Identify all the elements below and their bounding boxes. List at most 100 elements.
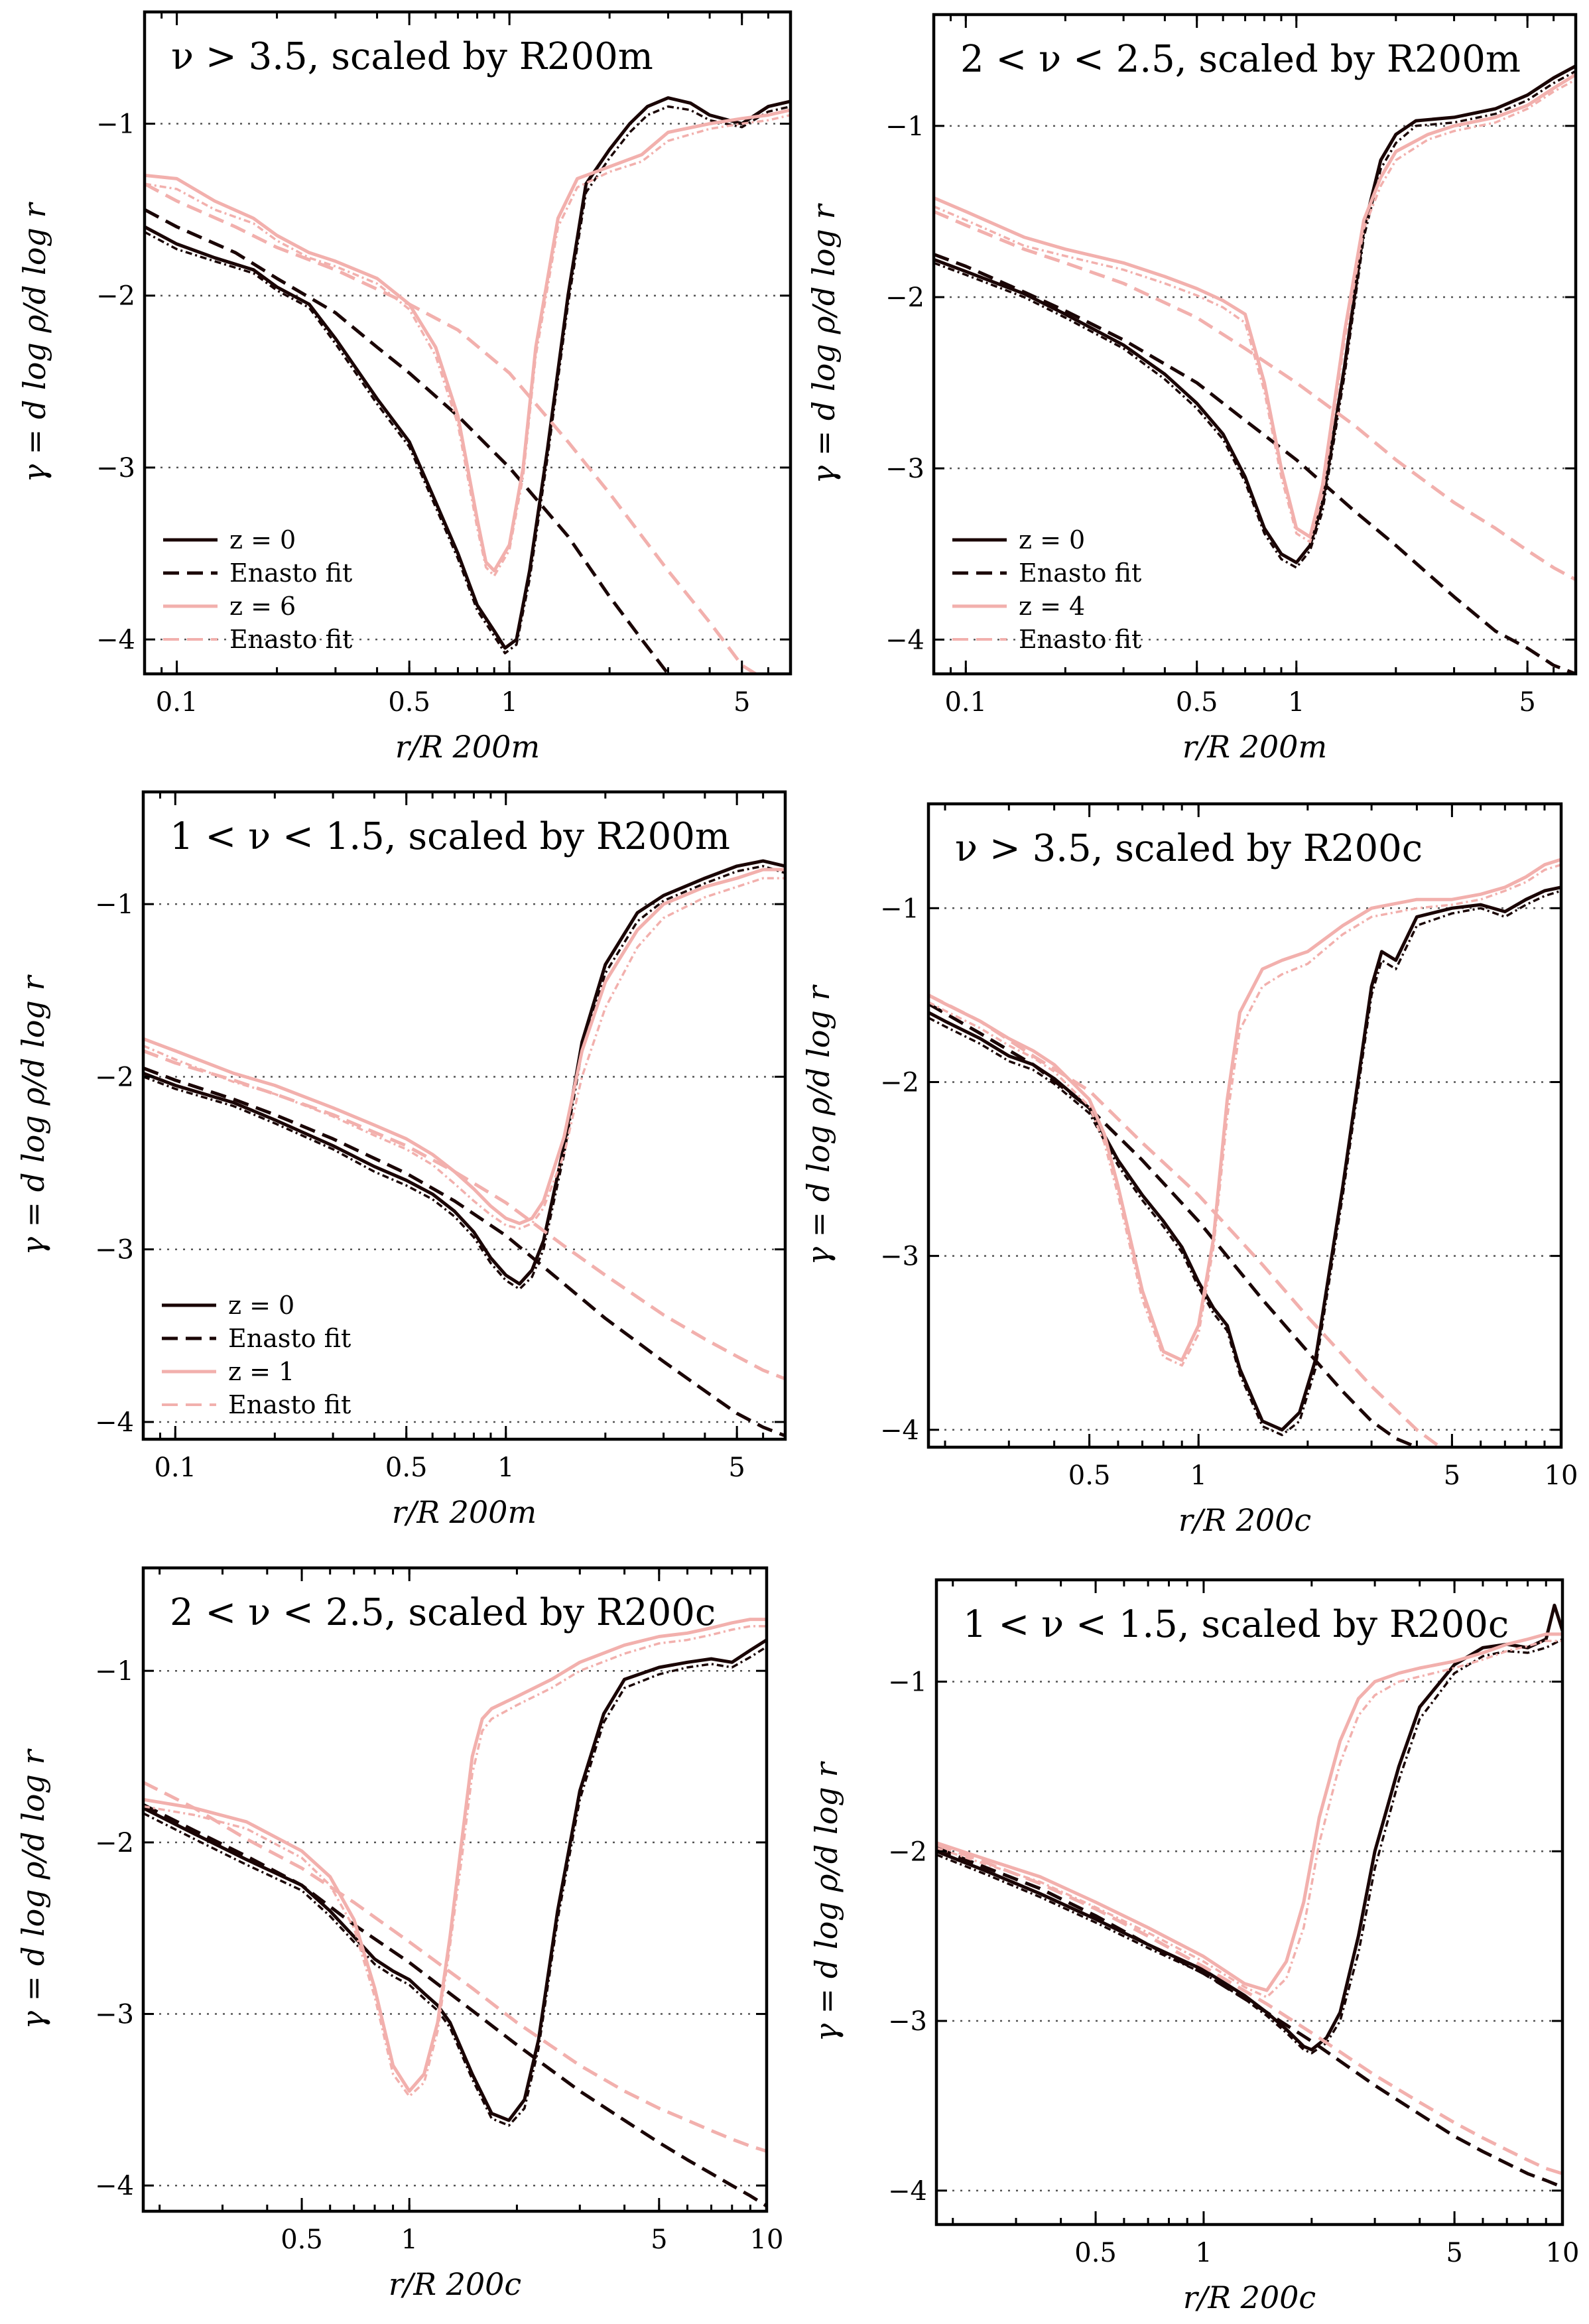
series-line-5 xyxy=(934,78,1576,543)
panel-title: 1 < ν < 1.5, scaled by R200m xyxy=(170,815,730,858)
x-tick-label: 5 xyxy=(651,2225,667,2255)
legend-label-2: Enasto fit xyxy=(1019,558,1141,588)
series-line-5 xyxy=(928,864,1561,1367)
x-tick-label: 0.1 xyxy=(944,687,987,718)
y-tick-label: −1 xyxy=(95,1656,134,1687)
legend-label-1: z = 0 xyxy=(228,1291,294,1320)
y-tick-label: −1 xyxy=(885,111,924,142)
x-tick-label: 10 xyxy=(1546,2238,1580,2268)
x-tick-label: 5 xyxy=(1519,687,1535,718)
plot-frame xyxy=(143,10,793,676)
series-line-3 xyxy=(143,1803,767,2208)
legend-label-4: Enasto fit xyxy=(228,1390,351,1419)
x-tick-label: 1 xyxy=(1190,1460,1206,1491)
y-tick-label: −4 xyxy=(96,625,135,655)
series-line-4 xyxy=(934,73,1576,539)
legend-label-1: z = 0 xyxy=(1019,525,1085,554)
y-tick-label: −4 xyxy=(888,2176,927,2207)
x-tick-label: 0.1 xyxy=(156,687,198,718)
series-line-6 xyxy=(928,994,1443,1447)
series-line-2 xyxy=(143,1646,767,2127)
y-tick-label: −2 xyxy=(95,1062,134,1092)
x-tick-label: 0.5 xyxy=(385,1452,428,1483)
y-tick-label: −2 xyxy=(880,1067,919,1098)
panel-1: −1 −2 −3 −4 0.1 0.5 1 5 ν > 3.5, scaled by R200m… xyxy=(17,10,793,765)
series-line-1 xyxy=(934,64,1576,564)
y-axis-label: γ = d log ρ/d log r xyxy=(806,203,842,484)
legend-label-2: Enasto fit xyxy=(228,1324,351,1353)
series-line-6 xyxy=(143,1049,785,1381)
y-tick-label: −4 xyxy=(885,625,924,655)
series-line-3 xyxy=(145,208,670,674)
series-line-2 xyxy=(928,889,1561,1437)
legend: z = 0 Enasto fit z = 1 Enasto fit xyxy=(162,1291,351,1419)
series-line-4 xyxy=(143,868,785,1226)
series-line-2 xyxy=(936,1638,1562,2055)
x-tick-label: 0.5 xyxy=(1074,2238,1117,2268)
y-tick-label: −3 xyxy=(95,2000,134,2030)
y-tick-label: −4 xyxy=(880,1415,919,1446)
x-axis-label: r/R 200m xyxy=(392,1494,537,1530)
series-line-1 xyxy=(936,1603,1562,2051)
legend: z = 0 Enasto fit z = 4 Enasto fit xyxy=(952,525,1141,654)
series-line-2 xyxy=(143,865,785,1291)
y-tick-label: −3 xyxy=(885,454,924,484)
x-tick-label: 0.5 xyxy=(1068,1460,1111,1491)
series-line-4 xyxy=(936,1632,1562,1992)
x-tick-label: 1 xyxy=(1195,2238,1212,2268)
series-line-1 xyxy=(145,96,791,650)
series-line-5 xyxy=(143,877,785,1230)
legend-label-1: z = 0 xyxy=(229,525,296,554)
series-group xyxy=(928,858,1561,1447)
y-tick-label: −2 xyxy=(885,283,924,313)
panel-5: −1 −2 −3 −4 0.5 1 5 10 2 < ν < 2.5, scaled by R2… xyxy=(15,1566,784,2302)
series-line-1 xyxy=(143,1638,767,2122)
series-line-4 xyxy=(143,1618,767,2093)
series-line-3 xyxy=(928,1002,1424,1447)
y-tick-label: −1 xyxy=(96,109,135,139)
series-line-1 xyxy=(928,885,1561,1432)
x-tick-label: 0.1 xyxy=(154,1452,196,1483)
x-tick-label: 1 xyxy=(501,687,517,718)
series-line-6 xyxy=(934,210,1576,582)
series-line-2 xyxy=(934,70,1576,569)
series-group xyxy=(143,859,785,1438)
x-tick-label: 5 xyxy=(728,1452,745,1483)
legend-label-3: z = 6 xyxy=(229,592,296,621)
y-tick-label: −2 xyxy=(95,1828,134,1858)
panel-title: ν > 3.5, scaled by R200c xyxy=(955,827,1423,870)
plot-frame xyxy=(141,1566,769,2213)
panel-title: 2 < ν < 2.5, scaled by R200m xyxy=(960,38,1521,81)
legend-label-2: Enasto fit xyxy=(229,558,352,588)
panel-2: −1 −2 −3 −4 0.1 0.5 1 5 2 < ν < 2.5, scaled by R… xyxy=(806,13,1578,765)
y-tick-label: −3 xyxy=(96,453,135,484)
y-tick-label: −3 xyxy=(888,2006,927,2037)
plot-frame xyxy=(934,1578,1564,2227)
series-group xyxy=(936,1603,1562,2189)
x-tick-label: 1 xyxy=(401,2225,418,2255)
x-tick-label: 5 xyxy=(1444,1460,1460,1491)
series-line-3 xyxy=(934,253,1576,674)
y-tick-label: −3 xyxy=(95,1235,134,1265)
series-line-5 xyxy=(143,1625,767,2098)
y-tick-label: −1 xyxy=(888,1667,927,1697)
y-axis-label: γ = d log ρ/d log r xyxy=(15,1748,51,2030)
x-tick-label: 10 xyxy=(1545,1460,1578,1491)
legend: z = 0 Enasto fit z = 6 Enasto fit xyxy=(163,525,352,654)
series-group xyxy=(934,64,1576,674)
legend-label-3: z = 1 xyxy=(228,1357,294,1386)
series-line-6 xyxy=(936,1842,1562,2175)
x-tick-label: 10 xyxy=(750,2225,784,2255)
y-axis-label: γ = d log ρ/d log r xyxy=(15,974,51,1256)
series-line-5 xyxy=(145,113,791,577)
y-axis-label: γ = d log ρ/d log r xyxy=(808,1761,844,2042)
legend-label-4: Enasto fit xyxy=(1019,625,1141,654)
x-tick-label: 1 xyxy=(497,1452,514,1483)
series-group xyxy=(145,96,791,674)
y-tick-label: −2 xyxy=(96,281,135,312)
panel-3: −1 −2 −3 −4 0.1 0.5 1 5 1 < ν < 1.5, scaled by R… xyxy=(15,790,787,1530)
y-tick-label: −3 xyxy=(880,1242,919,1272)
series-line-3 xyxy=(143,1066,785,1438)
panel-title: 1 < ν < 1.5, scaled by R200c xyxy=(963,1603,1509,1646)
